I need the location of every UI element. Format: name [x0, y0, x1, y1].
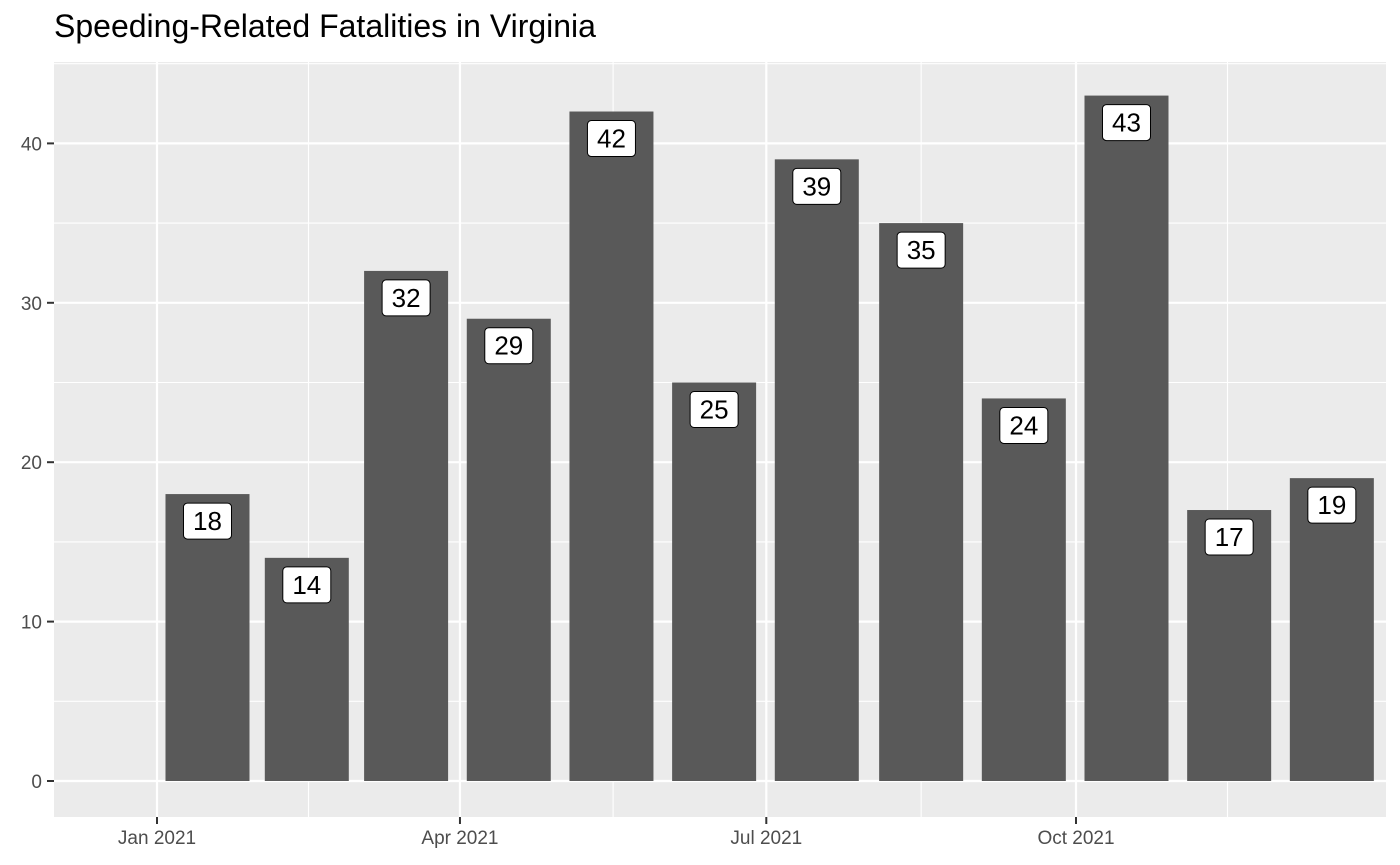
data-labels: 18 14 32 29 42 25 39 35 24 43 17 19 — [182, 104, 1357, 604]
data-label: 18 — [182, 502, 232, 540]
bars — [165, 95, 1374, 782]
data-label: 14 — [282, 566, 332, 604]
bar — [165, 494, 250, 781]
chart-title: Speeding-Related Fatalities in Virginia — [54, 8, 596, 44]
x-tick-label: Jul 2021 — [730, 828, 802, 849]
data-label: 29 — [484, 327, 534, 365]
data-label: 35 — [896, 231, 946, 269]
bar — [466, 318, 551, 781]
x-tick-label: Oct 2021 — [1037, 828, 1114, 849]
bar — [364, 270, 449, 781]
bar — [1289, 478, 1374, 781]
data-label-box — [1204, 518, 1254, 556]
data-label-text: 14 — [292, 570, 321, 600]
data-label-text: 24 — [1009, 410, 1038, 440]
data-label-text: 42 — [597, 124, 626, 154]
data-label-text: 35 — [907, 235, 936, 265]
data-label-box — [896, 231, 946, 269]
data-label: 39 — [792, 167, 842, 205]
x-tick-label: Jan 2021 — [118, 828, 196, 849]
data-label-text: 43 — [1112, 108, 1141, 138]
data-label: 24 — [999, 406, 1049, 444]
bar — [774, 159, 859, 782]
data-label-text: 18 — [193, 506, 222, 536]
axes: 0 10 20 30 40 Jan 2021 Apr 2021 Jul 2021 Oct 202… — [21, 134, 1115, 849]
y-tick-label: 20 — [21, 453, 42, 474]
y-tick-label: 40 — [21, 134, 42, 155]
bar — [879, 223, 964, 782]
data-label-text: 17 — [1215, 522, 1244, 552]
data-label-text: 39 — [802, 171, 831, 201]
data-label: 19 — [1307, 486, 1357, 524]
data-label-text: 32 — [392, 283, 421, 313]
data-label: 25 — [689, 391, 739, 428]
bar — [569, 111, 654, 781]
data-label-text: 29 — [494, 331, 523, 361]
data-label-box — [1307, 486, 1357, 524]
data-label-box — [381, 279, 431, 317]
data-label: 32 — [381, 279, 431, 317]
data-label-box — [282, 566, 332, 604]
data-label-box — [689, 391, 739, 428]
data-label-box — [792, 167, 842, 205]
data-label-box — [999, 406, 1049, 444]
data-label-box — [1101, 104, 1151, 142]
data-label: 43 — [1101, 104, 1151, 142]
data-label-box — [586, 120, 636, 158]
data-label-text: 25 — [700, 395, 729, 425]
y-tick-label: 0 — [31, 772, 42, 793]
bar — [672, 382, 757, 781]
y-tick-label: 10 — [21, 613, 42, 634]
data-label: 42 — [586, 120, 636, 158]
y-tick-label: 30 — [21, 294, 42, 315]
data-label-box — [484, 327, 534, 365]
bar — [981, 398, 1066, 781]
data-label: 17 — [1204, 518, 1254, 556]
x-tick-label: Apr 2021 — [421, 828, 498, 849]
data-label-box — [182, 502, 232, 540]
data-label-text: 19 — [1317, 490, 1346, 520]
bar — [1084, 95, 1169, 781]
